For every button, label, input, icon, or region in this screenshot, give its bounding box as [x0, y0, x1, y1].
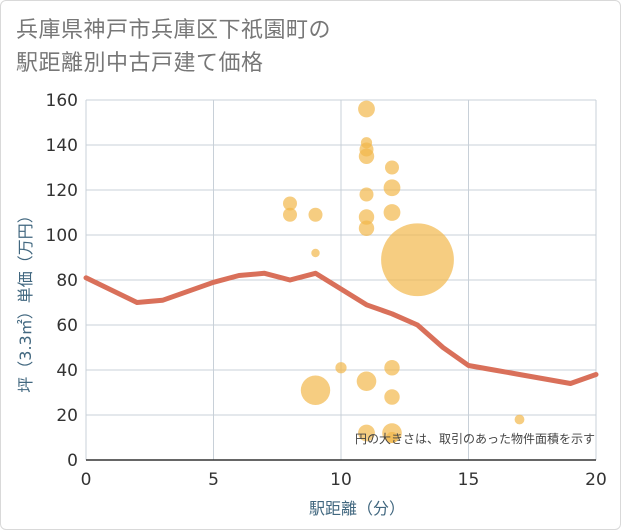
data-point [384, 360, 400, 376]
data-point [358, 424, 375, 442]
data-points [283, 100, 525, 444]
x-tick-labels: 0 5 10 15 20 [81, 470, 607, 490]
chart-title: 兵庫県神戸市兵庫区下祇園町の 駅距離別中古戸建て価格 [16, 14, 331, 80]
data-point [300, 375, 331, 405]
data-point [358, 148, 375, 164]
x-tick-label: 15 [458, 470, 480, 490]
y-tick-label: 160 [46, 91, 78, 111]
data-point [381, 223, 454, 297]
x-tick-label: 0 [81, 470, 92, 490]
data-point [383, 204, 401, 221]
data-point [283, 196, 297, 211]
x-axis-title: 駅距離（分） [309, 499, 405, 518]
x-tick-label: 5 [208, 470, 219, 490]
y-tick-label: 40 [56, 361, 78, 381]
data-point [283, 207, 297, 222]
y-tick-label: 120 [46, 181, 78, 201]
data-point [384, 389, 400, 405]
data-point [359, 187, 374, 202]
data-point [358, 100, 375, 118]
data-point [358, 220, 375, 236]
data-point [311, 248, 320, 258]
y-axis-title: 坪（3.3㎡）単価（万円） [16, 207, 35, 392]
y-tick-label: 100 [46, 226, 78, 246]
x-tick-label: 10 [330, 470, 352, 490]
chart-title-line2: 駅距離別中古戸建て価格 [16, 51, 264, 76]
y-tick-label: 60 [56, 316, 78, 336]
data-point [383, 179, 401, 197]
data-point [335, 362, 347, 374]
chart-title-line1: 兵庫県神戸市兵庫区下祇園町の [16, 18, 332, 43]
y-tick-label: 140 [46, 136, 78, 156]
trend-line [83, 270, 599, 386]
y-tick-labels: 0 20 40 60 80 100 120 140 160 [46, 91, 78, 471]
data-point [385, 160, 399, 175]
data-point [386, 431, 398, 444]
data-point [308, 207, 323, 222]
data-point [358, 209, 375, 225]
data-point [514, 414, 525, 425]
data-point [356, 371, 377, 392]
y-tick-label: 80 [56, 271, 78, 291]
y-tick-label: 0 [67, 451, 78, 471]
y-tick-label: 20 [56, 406, 78, 426]
x-tick-label: 20 [585, 470, 607, 490]
size-note: 円の大きさは、取引のあった物件面積を示す [355, 431, 595, 446]
